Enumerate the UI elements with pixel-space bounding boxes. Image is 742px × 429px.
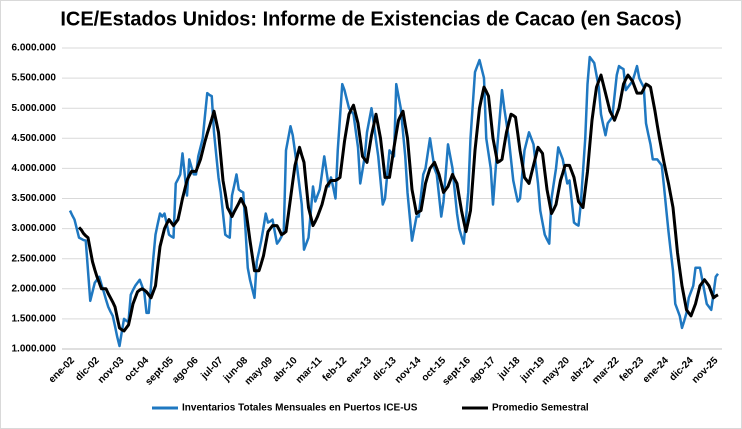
chart-title: ICE/Estados Unidos: Informe de Existenci… [60, 8, 681, 30]
legend-label: Promedio Semestral [492, 403, 589, 414]
y-tick-label: 4.500.000 [12, 133, 57, 144]
y-tick-label: 1.000.000 [12, 344, 57, 355]
series-line [77, 73, 719, 333]
legend-label: Inventarios Totales Mensuales en Puertos… [182, 403, 418, 414]
y-tick-label: 3.500.000 [12, 193, 57, 204]
y-tick-label: 5.000.000 [12, 103, 57, 114]
y-tick-label: 1.500.000 [12, 314, 57, 325]
y-tick-label: 2.000.000 [12, 283, 57, 294]
y-tick-label: 4.000.000 [12, 163, 57, 174]
y-tick-label: 2.500.000 [12, 253, 57, 264]
y-tick-label: 3.000.000 [12, 223, 57, 234]
y-tick-label: 5.500.000 [12, 73, 57, 84]
y-tick-label: 6.000.000 [12, 43, 57, 54]
